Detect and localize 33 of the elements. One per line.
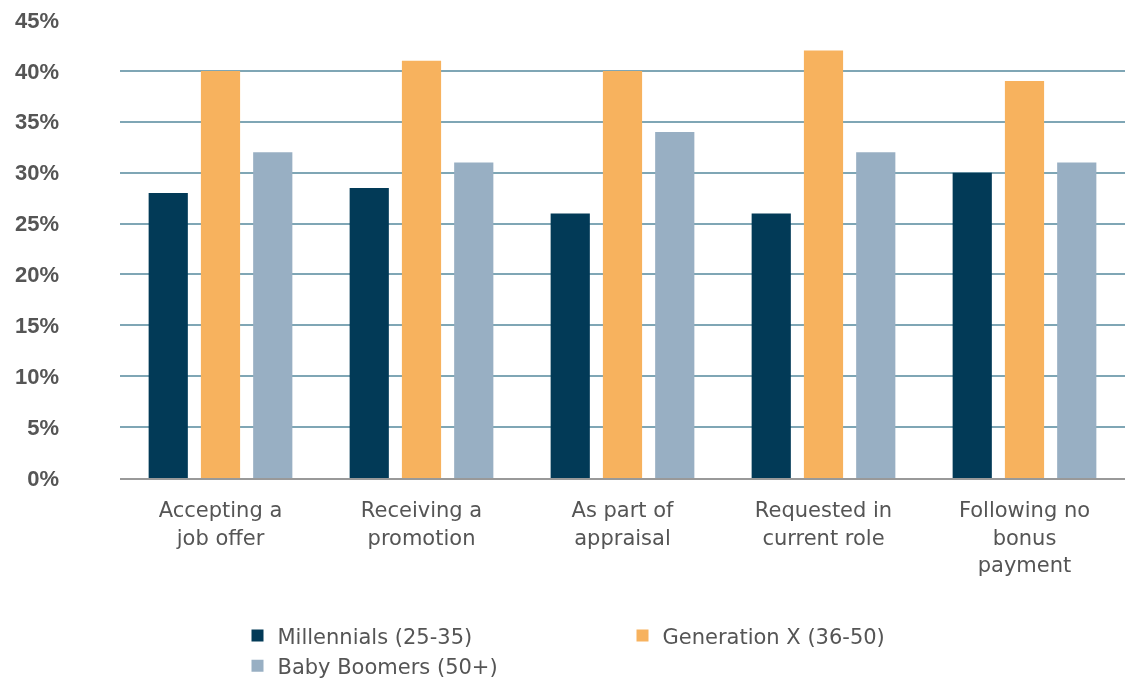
y-tick-label: 40%: [14, 58, 59, 84]
bar: [401, 60, 442, 478]
bar: [602, 70, 643, 478]
bar: [454, 162, 494, 478]
bar: [751, 213, 791, 478]
y-tick-label: 5%: [27, 414, 59, 440]
y-tick-label: 35%: [14, 109, 59, 135]
x-tick-label: Accepting a job offer: [158, 498, 283, 550]
legend-label: Baby Boomers (50+): [277, 655, 498, 680]
legend-label: Generation X (36-50): [662, 624, 885, 649]
bar: [200, 70, 241, 478]
x-tick-label: As part of appraisal: [571, 498, 675, 550]
y-tick-label: 30%: [14, 160, 59, 186]
bar: [856, 152, 896, 478]
bar: [803, 50, 844, 478]
y-tick-label: 20%: [14, 262, 59, 288]
y-tick-label: 10%: [14, 363, 59, 389]
y-tick-label: 0%: [27, 465, 59, 491]
bar: [148, 193, 188, 478]
bar: [952, 172, 992, 478]
y-tick-label: 25%: [14, 211, 59, 237]
legend-label: Millennials (25-35): [277, 624, 473, 649]
y-tick-label: 45%: [14, 7, 59, 33]
bar: [253, 152, 293, 478]
x-tick-label: Receiving a promotion: [360, 498, 483, 550]
x-tick-label: Requested in current role: [754, 498, 893, 550]
bar: [1004, 81, 1045, 478]
y-tick-label: 15%: [14, 313, 59, 339]
bar: [1057, 162, 1097, 478]
bar: [655, 131, 695, 478]
x-tick-label: Following no bonus payment: [958, 498, 1091, 577]
bar: [349, 187, 389, 478]
bar: [550, 213, 590, 478]
